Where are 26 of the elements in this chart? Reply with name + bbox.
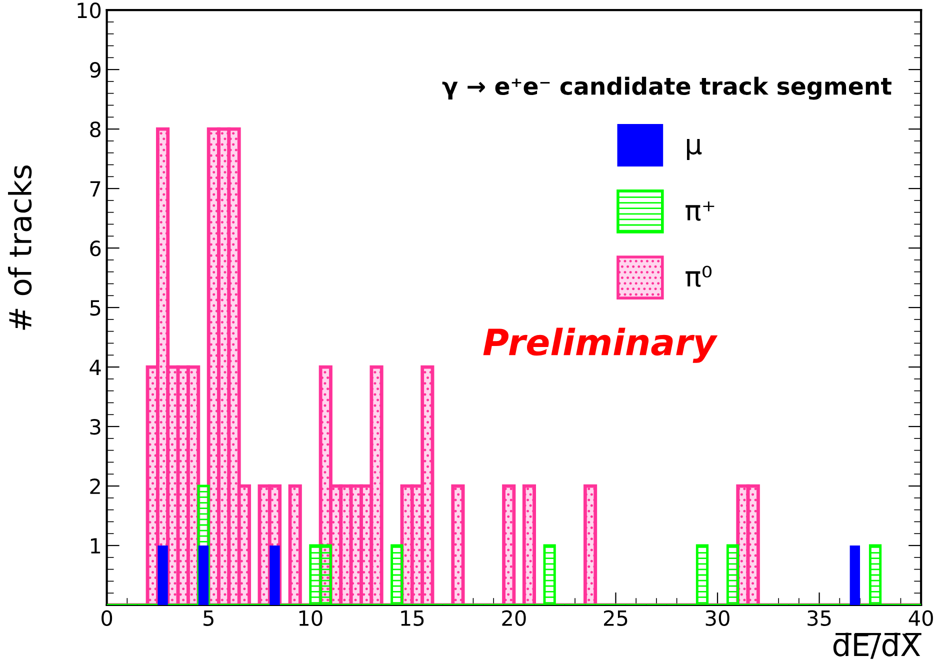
y-tick-label: 4 xyxy=(90,360,101,375)
legend-label: μ xyxy=(686,138,702,160)
legend-title: γ → e⁺e⁻ candidate track segment xyxy=(442,76,892,100)
x-tick-label: 10 xyxy=(299,610,322,626)
x-tick-label: 25 xyxy=(604,610,628,626)
x-tick-label: 15 xyxy=(401,610,424,626)
y-tick-label: 3 xyxy=(90,418,100,435)
y-tick-label: 6 xyxy=(90,240,101,256)
y-tick-label: 1 xyxy=(90,538,100,554)
x-axis-title: d̅E̅/̅d̅X̅ xyxy=(833,632,922,659)
x-tick-label: 0 xyxy=(102,610,112,626)
y-tick-label: 2 xyxy=(90,478,100,494)
y-tick-label: 8 xyxy=(90,121,101,138)
legend-label: π⁰ xyxy=(686,266,712,287)
legend-label: π⁺ xyxy=(686,201,714,221)
y-tick-label: 5 xyxy=(90,300,100,316)
annotation: Preliminary xyxy=(483,328,718,363)
x-tick-label: 20 xyxy=(502,610,526,626)
x-tick-label: 35 xyxy=(808,610,831,626)
y-tick-label: 7 xyxy=(90,181,100,196)
x-tick-label: 40 xyxy=(908,610,933,626)
y-tick-label: 10 xyxy=(78,2,101,18)
x-tick-label: 30 xyxy=(706,610,730,626)
x-tick-label: 5 xyxy=(204,610,214,626)
y-tick-label: 9 xyxy=(90,62,100,78)
y-axis-title: # of tracks xyxy=(8,165,32,330)
